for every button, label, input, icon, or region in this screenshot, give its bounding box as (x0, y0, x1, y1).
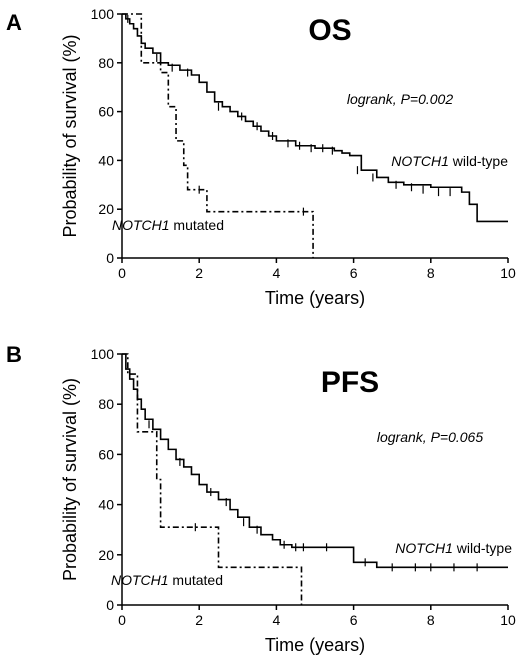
chart-a-title: OS (308, 14, 351, 47)
chart-a-y-tick-label: 100 (91, 6, 115, 22)
chart-b-logrank-annotation: logrank, P=0.065 (377, 429, 483, 445)
chart-a-y-tick-label: 20 (98, 201, 114, 217)
chart-b-x-tick-label: 2 (195, 612, 203, 628)
chart-b-x-tick-label: 4 (273, 612, 281, 628)
chart-b-series-mutated-line (122, 353, 303, 605)
chart-b-y-tick-label: 40 (98, 497, 114, 513)
chart-b-y-tick-label: 100 (91, 346, 115, 362)
chart-b-y-tick-label: 60 (98, 446, 114, 462)
chart-b-y-tick-label: 20 (98, 547, 114, 563)
chart-b-series-mutated-label: NOTCH1 mutated (111, 572, 223, 588)
chart-a-x-tick-label: 4 (273, 265, 281, 281)
chart-b-title: PFS (321, 366, 379, 399)
chart-a-y-tick-label: 0 (106, 250, 114, 266)
chart-a-series-mutated-line (122, 13, 314, 258)
chart-b-x-axis-label: Time (years) (265, 635, 365, 655)
chart-b-y-tick-label: 80 (98, 396, 114, 412)
chart-a-y-tick-label: 60 (98, 104, 114, 120)
chart-b-x-tick-label: 8 (427, 612, 435, 628)
chart-a-x-tick-label: 6 (350, 265, 358, 281)
chart-a-y-tick-label: 80 (98, 55, 114, 71)
chart-a-logrank-annotation: logrank, P=0.002 (347, 91, 453, 107)
chart-b-y-tick-label: 0 (106, 597, 114, 613)
chart-a-x-tick-label: 8 (427, 265, 435, 281)
chart-b-series-wildtype-label: NOTCH1 wild-type (395, 540, 512, 556)
chart-b-y-axis-label: Probability of survival (%) (60, 378, 80, 581)
chart-b-x-tick-label: 0 (118, 612, 126, 628)
chart-a-y-axis-label: Probability of survival (%) (60, 34, 80, 237)
chart-b-panel-letter: B (6, 342, 22, 367)
chart-b-x-tick-label: 10 (500, 612, 516, 628)
chart-b-series-wildtype-line (122, 353, 508, 569)
chart-a-series-wildtype-label: NOTCH1 wild-type (391, 153, 508, 169)
chart-b-x-tick-label: 6 (350, 612, 358, 628)
chart-a-x-tick-label: 0 (118, 265, 126, 281)
chart-a-y-tick-label: 40 (98, 152, 114, 168)
chart-a-x-tick-label: 10 (500, 265, 516, 281)
chart-a-series-wildtype-line (122, 13, 508, 223)
chart-a-series-mutated-label: NOTCH1 mutated (112, 217, 224, 233)
chart-a-panel-letter: A (6, 10, 22, 35)
chart-a-x-axis-label: Time (years) (265, 288, 365, 308)
chart-a-x-tick-label: 2 (195, 265, 203, 281)
